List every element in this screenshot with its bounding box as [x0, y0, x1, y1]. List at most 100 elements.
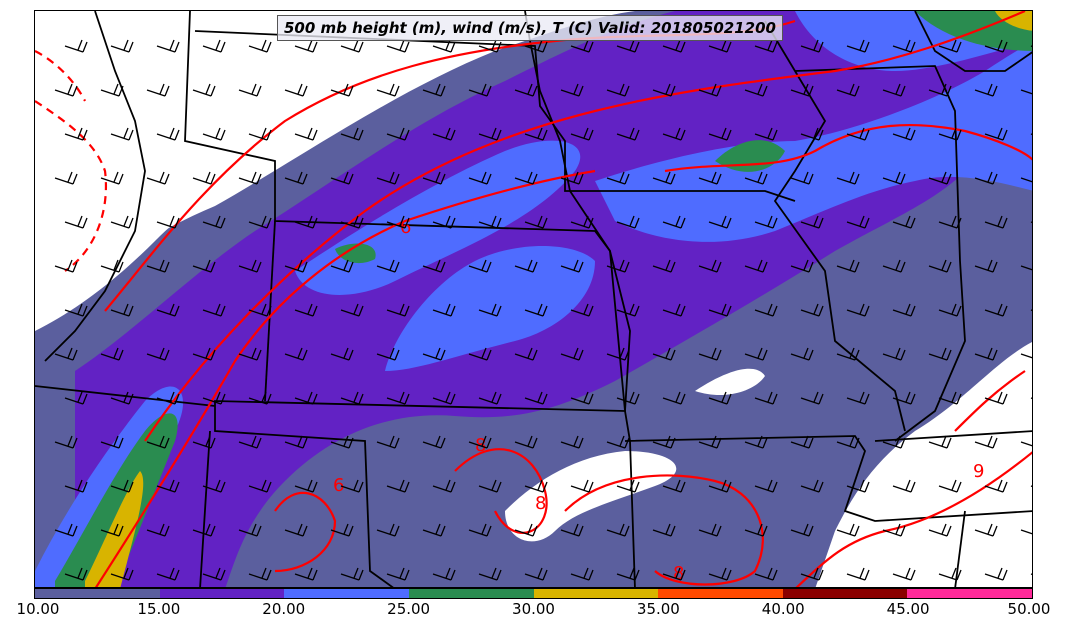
- wind-barb: [984, 567, 1008, 581]
- wind-barb: [974, 523, 998, 537]
- wind-barb: [938, 127, 962, 141]
- wind-barb: [422, 259, 446, 273]
- wind-barb: [662, 215, 686, 229]
- wind-barb: [754, 391, 778, 405]
- wind-barb: [202, 567, 226, 581]
- wind-barb: [376, 83, 400, 97]
- contour-label: 8: [535, 493, 546, 514]
- wind-barb: [938, 567, 962, 581]
- wind-barb: [202, 215, 226, 229]
- wind-barb: [376, 347, 400, 361]
- wind-barb: [616, 127, 640, 141]
- wind-barb: [836, 259, 860, 273]
- wind-barb: [514, 523, 538, 537]
- wind-barb: [432, 391, 456, 405]
- wind-barb: [928, 171, 952, 185]
- wind-barb: [524, 303, 548, 317]
- wind-barb: [790, 347, 814, 361]
- wind-barb: [156, 215, 180, 229]
- wind-barb: [294, 39, 318, 53]
- wind-barb: [800, 391, 824, 405]
- wind-barb: [938, 391, 962, 405]
- wind-barb: [514, 347, 538, 361]
- wind-barb: [846, 127, 870, 141]
- wind-barb: [110, 567, 134, 581]
- wind-barb: [698, 171, 722, 185]
- wind-barb: [422, 347, 446, 361]
- wind-barb: [754, 567, 778, 581]
- wind-barb: [560, 435, 584, 449]
- wind-barb: [606, 435, 630, 449]
- wind-barb: [662, 479, 686, 493]
- colorbar-segment: [408, 589, 534, 598]
- wind-barb: [698, 259, 722, 273]
- wind-barb: [64, 39, 88, 53]
- wind-barb: [432, 215, 456, 229]
- wind-barb: [984, 215, 1008, 229]
- colorbar-tick-label: 20.00: [262, 600, 306, 618]
- wind-barb: [156, 567, 180, 581]
- wind-barb: [698, 435, 722, 449]
- colorbar-tick-label: 30.00: [512, 600, 555, 618]
- wind-barb: [284, 435, 308, 449]
- wind-barb: [708, 479, 732, 493]
- wind-barb: [54, 347, 78, 361]
- colorbar-tick-label: 25.00: [387, 600, 431, 618]
- wind-barb: [340, 215, 364, 229]
- wind-barb: [54, 259, 78, 273]
- wind-barb: [616, 215, 640, 229]
- wind-barb: [468, 523, 492, 537]
- wind-barb: [248, 127, 272, 141]
- wind-barb: [432, 567, 456, 581]
- wind-barb: [928, 347, 952, 361]
- shade-none-se: [845, 342, 1032, 587]
- wind-barb: [386, 127, 410, 141]
- wind-barb: [754, 479, 778, 493]
- wind-barb: [386, 215, 410, 229]
- wind-barb: [54, 435, 78, 449]
- wind-barb: [698, 83, 722, 97]
- wind-barb: [1020, 89, 1032, 95]
- wind-barb: [984, 303, 1008, 317]
- shade-none-nw: [35, 11, 515, 331]
- wind-barb: [248, 39, 272, 53]
- wind-barb: [294, 215, 318, 229]
- wind-barb: [882, 523, 906, 537]
- wind-barb: [146, 347, 170, 361]
- wind-barb: [146, 523, 170, 537]
- wind-barb: [652, 171, 676, 185]
- wind-barb: [892, 215, 916, 229]
- wind-barb: [146, 171, 170, 185]
- wind-barb: [110, 215, 134, 229]
- wind-barb: [330, 523, 354, 537]
- colorbar-tick-label: 35.00: [636, 600, 680, 618]
- wind-barb: [100, 523, 124, 537]
- shade-30-35: [85, 471, 144, 587]
- wind-barb: [662, 303, 686, 317]
- wind-barb: [846, 391, 870, 405]
- wind-barb: [468, 259, 492, 273]
- wind-barb: [606, 83, 630, 97]
- contour-label: 9: [973, 461, 984, 482]
- colorbar-tick-label: 15.00: [137, 600, 181, 618]
- wind-barb: [432, 127, 456, 141]
- wind-barb: [744, 259, 768, 273]
- wind-barb: [468, 83, 492, 97]
- wind-barb: [790, 171, 814, 185]
- wind-barb: [708, 391, 732, 405]
- wind-barb: [330, 83, 354, 97]
- wind-barb: [616, 303, 640, 317]
- wind-barb: [110, 127, 134, 141]
- wind-barb: [800, 479, 824, 493]
- colorbar-tick-label: 45.00: [886, 600, 930, 618]
- wind-barb: [478, 39, 502, 53]
- wind-barb: [192, 435, 216, 449]
- wind-barb: [64, 567, 88, 581]
- wind-barb: [284, 83, 308, 97]
- wind-barb: [882, 347, 906, 361]
- wind-barb: [708, 567, 732, 581]
- wind-barb: [110, 303, 134, 317]
- wind-barb: [892, 127, 916, 141]
- wind-barb: [984, 479, 1008, 493]
- wind-barb: [524, 127, 548, 141]
